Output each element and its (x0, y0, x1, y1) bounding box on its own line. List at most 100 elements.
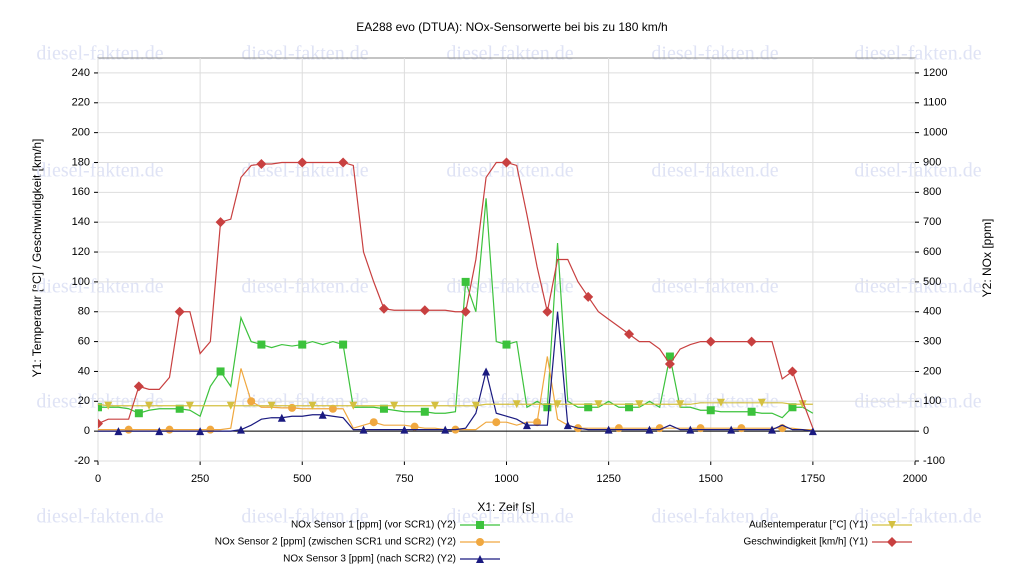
marker (787, 366, 798, 377)
x-tick-label: 1000 (494, 473, 518, 485)
marker (696, 424, 705, 433)
legend-label: Außentemperatur [°C] (Y1) (749, 520, 868, 531)
y-axis-label: Y1: Temperatur [°C] / Geschwindigkeit [k… (30, 139, 44, 378)
watermark: diesel-fakten.de (241, 276, 368, 298)
marker (482, 367, 491, 376)
marker (502, 340, 511, 349)
y2-tick-label: 800 (923, 186, 941, 198)
watermark: diesel-fakten.de (854, 43, 981, 65)
watermark: diesel-fakten.de (854, 276, 981, 298)
marker (512, 400, 521, 409)
marker (216, 367, 225, 376)
marker (378, 303, 389, 314)
marker (542, 306, 553, 317)
marker (257, 340, 266, 349)
watermark: diesel-fakten.de (241, 43, 368, 65)
y2-tick-label: -100 (923, 455, 945, 467)
marker (705, 336, 716, 347)
marker (165, 425, 174, 434)
marker (553, 400, 562, 409)
y2-tick-label: 1200 (923, 67, 947, 79)
marker (308, 401, 317, 410)
y2-tick-label: 0 (923, 425, 929, 437)
x-tick-label: 250 (191, 473, 209, 485)
marker (379, 404, 388, 413)
y-tick-label: 200 (72, 127, 90, 139)
marker (501, 157, 512, 168)
marker (410, 422, 419, 431)
marker (522, 421, 531, 430)
y2-tick-label: 1100 (923, 97, 947, 109)
marker (215, 217, 226, 228)
marker (328, 404, 337, 413)
marker (563, 421, 572, 430)
marker (614, 424, 623, 433)
marker (625, 403, 634, 412)
marker (543, 403, 552, 412)
marker (583, 291, 594, 302)
marker (318, 410, 327, 419)
x-tick-label: 1750 (801, 473, 825, 485)
y-tick-label: 160 (72, 186, 90, 198)
marker (441, 425, 450, 434)
marker (369, 418, 378, 427)
marker (798, 400, 807, 409)
y2-tick-label: 100 (923, 395, 941, 407)
marker (716, 398, 725, 407)
marker (206, 425, 215, 434)
marker (604, 425, 613, 434)
marker (431, 401, 440, 410)
watermark: diesel-fakten.de (36, 43, 163, 65)
marker (686, 425, 695, 434)
y2-tick-label: 400 (923, 306, 941, 318)
marker (297, 157, 308, 168)
y2-tick-label: 300 (923, 335, 941, 347)
y-tick-label: 20 (78, 395, 90, 407)
marker (339, 340, 348, 349)
marker (594, 400, 603, 409)
marker (400, 425, 409, 434)
marker (98, 403, 102, 412)
marker (236, 425, 245, 434)
marker (247, 397, 256, 406)
x-tick-label: 0 (95, 473, 101, 485)
y-tick-label: 60 (78, 335, 90, 347)
marker (114, 427, 123, 436)
marker (584, 403, 593, 412)
x-tick-label: 750 (395, 473, 413, 485)
marker (664, 358, 675, 369)
x-tick-label: 1500 (699, 473, 723, 485)
marker (757, 398, 766, 407)
marker (624, 329, 635, 340)
x-tick-label: 1250 (596, 473, 620, 485)
watermark: diesel-fakten.de (651, 276, 778, 298)
chart-title: EA288 evo (DTUA): NOx-Sensorwerte bei bi… (356, 20, 667, 34)
series-line (98, 198, 814, 419)
watermark: diesel-fakten.de (446, 160, 573, 182)
marker (471, 401, 480, 410)
y2-tick-label: 1000 (923, 127, 947, 139)
watermark: diesel-fakten.de (651, 43, 778, 65)
marker (155, 427, 164, 436)
watermark: diesel-fakten.de (446, 43, 573, 65)
marker (390, 401, 399, 410)
marker (338, 157, 349, 168)
y2-tick-label: 200 (923, 365, 941, 377)
marker (747, 407, 756, 416)
watermark: diesel-fakten.de (36, 506, 163, 528)
marker (196, 427, 205, 436)
marker (359, 425, 368, 434)
legend-label: Geschwindigkeit [km/h] (Y1) (744, 537, 869, 548)
marker (145, 401, 154, 410)
marker (492, 418, 501, 427)
marker (420, 407, 429, 416)
watermark: diesel-fakten.de (36, 160, 163, 182)
x-axis-label: X1: Zeit [s] (477, 500, 534, 514)
marker (124, 425, 133, 434)
y-tick-label: 240 (72, 67, 90, 79)
series-line (98, 402, 813, 407)
y-tick-label: 80 (78, 306, 90, 318)
marker (476, 538, 484, 546)
marker (706, 406, 715, 415)
y-tick-label: 0 (84, 425, 90, 437)
